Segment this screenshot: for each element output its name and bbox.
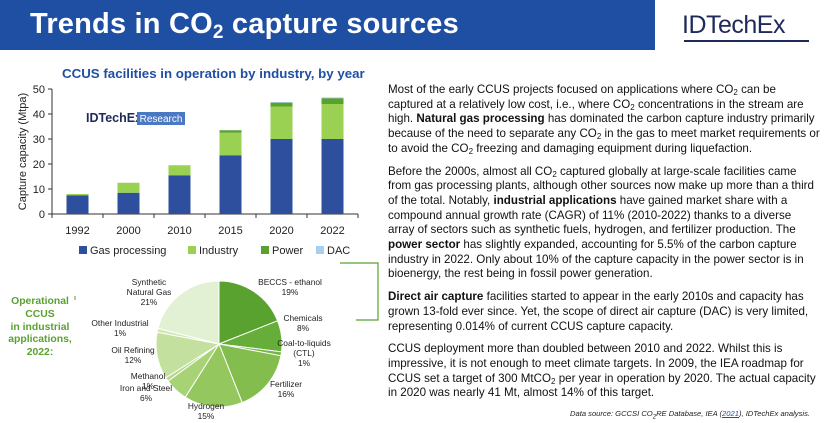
legend-swatch: [79, 246, 87, 254]
bar-industry: [219, 132, 242, 156]
y-tick-label: 40: [33, 109, 45, 121]
bar-gas-processing: [117, 192, 140, 214]
x-tick-label: 2022: [320, 225, 344, 237]
pie-label-percent: 1%: [142, 381, 155, 391]
bar-gas-processing: [321, 139, 344, 214]
pie-label-text: Natural Gas: [127, 287, 172, 297]
bar-gas-processing: [219, 155, 242, 214]
pie-label-text: (CTL): [293, 348, 315, 358]
bar-power: [321, 97, 344, 104]
pie-label-text: Fertilizer: [270, 379, 302, 389]
bar-industry: [168, 165, 191, 176]
pie-label-text: BECCS - ethanol: [258, 277, 322, 287]
paragraph-deployment: CCUS deployment more than doubled betwee…: [388, 342, 816, 400]
page-title-text: Trends in CO: [30, 8, 213, 40]
legend-swatch: [316, 246, 324, 254]
pie-label: Synthetic Natural Gas 21%: [127, 277, 172, 307]
x-tick-label: 2010: [167, 225, 191, 237]
watermark-tag: Research: [140, 114, 183, 125]
pie-title-line: 2022:: [26, 347, 54, 359]
page-title-subscript: 2: [212, 22, 224, 43]
y-tick-label: 50: [33, 84, 45, 96]
idtechex-logo: IDTechEx: [682, 11, 785, 39]
pie-label-text: Synthetic: [132, 277, 166, 287]
pie-label: Fertilizer 16%: [270, 379, 302, 399]
pie-slice: [184, 342, 243, 408]
page-title: Trends in CO2 capture sources: [30, 8, 459, 43]
legend-swatch: [261, 246, 269, 254]
paragraph-industrial: Before the 2000s, almost all CO2 capture…: [388, 164, 814, 281]
pie-label: Iron and Steel 6%: [120, 383, 172, 403]
pie-label-text: Other Industrial: [91, 318, 148, 328]
pie-label-percent: 16%: [278, 389, 295, 399]
pie-label: Methanol 1%: [131, 371, 166, 391]
pie-label-percent: 15%: [198, 411, 215, 421]
bar-power: [219, 130, 242, 133]
connector-line: [340, 262, 379, 321]
y-axis-label: Capture capacity (Mtpa): [17, 93, 29, 210]
pie-label-text: Oil Refining: [111, 345, 155, 355]
pie-label-text: Coal-to-liquids: [277, 338, 331, 348]
pie-label-text: Iron and Steel: [120, 383, 172, 393]
bar-power: [270, 102, 293, 107]
pie-title-line: Operational CCUS: [11, 296, 69, 320]
legend-label: Industry: [199, 245, 239, 257]
pie-label-percent: 1%: [298, 358, 311, 368]
pie-slice: [218, 343, 282, 404]
bar-gas-processing: [270, 139, 293, 214]
pie-label: Chemicals 8%: [283, 313, 322, 333]
pie-label-percent: 1%: [114, 328, 127, 338]
x-tick-label: 1992: [65, 225, 89, 237]
header-bar: [0, 0, 655, 50]
pie-label-percent: 8%: [297, 323, 310, 333]
pie-label-percent: 21%: [141, 297, 158, 307]
watermark-tag-bg: [137, 112, 185, 125]
bar-dac: [270, 102, 293, 103]
bar-chart-title: CCUS facilities in operation by industry…: [62, 66, 365, 81]
watermark-brand: IDTechEx: [86, 111, 142, 125]
y-tick-label: 30: [33, 134, 45, 146]
bar-industry: [321, 104, 344, 139]
legend-swatch: [188, 246, 196, 254]
x-tick-label: 2015: [218, 225, 242, 237]
pie-label-percent: 12%: [125, 355, 142, 365]
bar-gas-processing: [168, 175, 191, 214]
pie-label-text: Hydrogen: [188, 401, 225, 411]
pie-label: Other Industrial 1%: [91, 318, 148, 338]
source-link[interactable]: 2021: [722, 409, 739, 418]
pie-label-text: Chemicals: [283, 313, 322, 323]
legend-label: Power: [272, 245, 304, 257]
pie-slice: [218, 280, 279, 345]
logo-underline: [684, 40, 809, 42]
x-tick-label: 2020: [269, 225, 293, 237]
data-source-footnote: Data source: GCCSI CO2RE Database, IEA (…: [570, 409, 810, 421]
bar-gas-processing: [66, 195, 89, 214]
paragraph-natural-gas: Most of the early CCUS projects focused …: [388, 83, 820, 156]
legend-label: Gas processing: [90, 245, 166, 257]
y-tick-label: 20: [33, 159, 45, 171]
pie-label: BECCS - ethanol 19%: [258, 277, 322, 297]
bar-dac: [321, 97, 344, 99]
bar-industry: [270, 106, 293, 139]
pie-chart-title: Operational CCUS in industrial applicati…: [2, 296, 78, 360]
x-tick-label: 2000: [116, 225, 140, 237]
pie-title-line: in industrial: [10, 321, 70, 333]
body-text: Most of the early CCUS projects focused …: [388, 83, 820, 409]
pie-label: Coal-to-liquids (CTL) 1%: [277, 338, 331, 368]
pie-label-text: Methanol: [131, 371, 166, 381]
bar-industry: [117, 182, 140, 193]
pie-label: Oil Refining 12%: [111, 345, 155, 365]
pie-label-percent: 6%: [140, 393, 153, 403]
pie-title-line: applications,: [8, 334, 72, 346]
paragraph-dac: Direct air capture facilities started to…: [388, 290, 809, 333]
pie-label-percent: 19%: [282, 287, 299, 297]
page-title-tail: capture sources: [223, 8, 459, 40]
y-tick-label: 10: [33, 184, 45, 196]
y-tick-label: 0: [39, 209, 45, 221]
pie-label: Hydrogen 15%: [188, 401, 225, 421]
charts-canvas: 0 10 20 30 40 50 Capture capacity (Mtpa) 1992 20…: [17, 84, 379, 421]
bar-industry: [66, 194, 89, 196]
legend-label: DAC: [327, 245, 350, 257]
pie-slice: [157, 280, 220, 345]
